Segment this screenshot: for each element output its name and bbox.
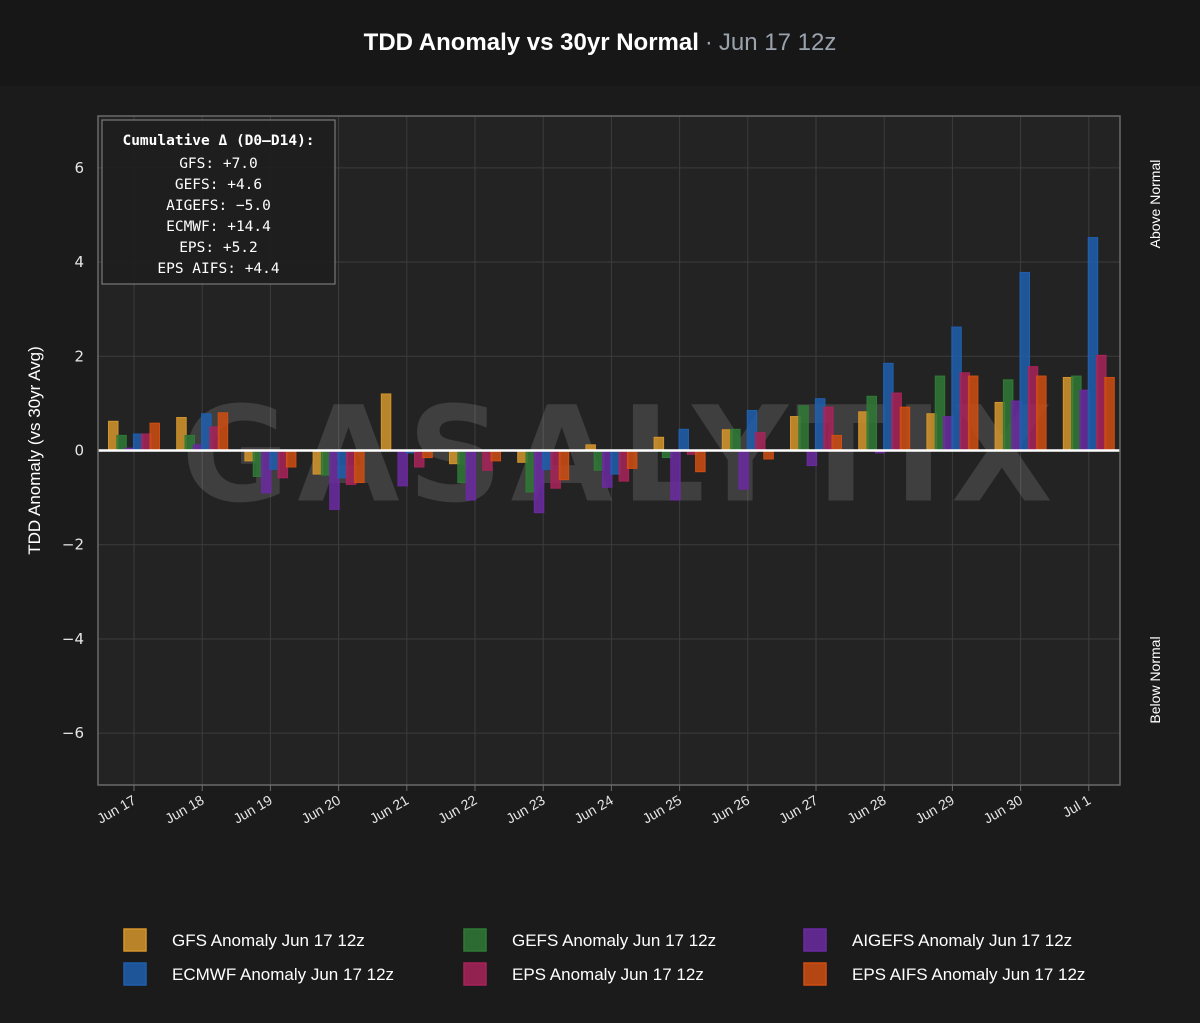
plot-frame (97, 115, 1121, 786)
title-separator: · (704, 29, 713, 56)
y-tick-label: −2 (62, 536, 84, 554)
x-tick-label: Jun 24 (571, 792, 616, 827)
x-tick-label: Jun 27 (776, 792, 821, 827)
bar (670, 450, 681, 501)
annotation-line: GEFS: +4.6 (175, 177, 262, 193)
bar (465, 450, 477, 501)
x-tick-label: Jun 19 (230, 792, 275, 827)
x-tick-label: Jul 1 (1060, 792, 1094, 821)
bar (695, 450, 706, 473)
y-tick-label: 2 (74, 347, 84, 365)
bar (967, 375, 979, 452)
annotation-line: EPS AIFS: +4.4 (157, 261, 279, 277)
bar (1104, 376, 1115, 451)
legend-label: AIGEFS Anomaly Jun 17 12z (852, 931, 1072, 950)
x-tick-label: Jun 22 (435, 792, 480, 827)
bar (380, 393, 392, 451)
y-tick-label: 0 (74, 442, 84, 460)
bar (626, 450, 638, 469)
bar (866, 395, 877, 452)
bar (285, 450, 297, 468)
x-tick-label: Jun 20 (299, 792, 344, 827)
y-axis-label: TDD Anomaly (vs 30yr Avg) (25, 346, 44, 554)
bar (149, 422, 160, 452)
legend-label: GFS Anomaly Jun 17 12z (172, 931, 365, 950)
y-tick-label: −6 (62, 724, 84, 742)
bar (730, 428, 741, 451)
bar (763, 450, 774, 460)
legend-swatch (803, 962, 827, 986)
bar (558, 450, 570, 481)
cumulative-annotation-box (101, 119, 336, 285)
legend-label: GEFS Anomaly Jun 17 12z (512, 931, 716, 950)
bar (738, 450, 749, 490)
bar (831, 434, 842, 452)
bar (653, 436, 665, 451)
annotation-line: EPS: +5.2 (179, 240, 258, 256)
legend-swatch (123, 928, 147, 952)
y-tick-label: 6 (74, 159, 84, 177)
x-tick-label: Jun 17 (94, 792, 139, 827)
bar (899, 406, 911, 452)
x-tick-label: Jun 28 (844, 792, 889, 827)
bar (806, 450, 818, 467)
above-normal-label: Above Normal (1147, 160, 1163, 249)
chart-title: TDD Anomaly vs 30yr Normal (363, 29, 699, 56)
x-tick-label: Jun 21 (367, 792, 412, 827)
chart-subtitle: Jun 17 12z (718, 29, 837, 56)
bar (354, 450, 365, 484)
bar (1036, 375, 1047, 452)
legend-label: ECMWF Anomaly Jun 17 12z (172, 965, 394, 984)
y-tick-label: −4 (62, 630, 84, 648)
bar (755, 432, 766, 451)
x-tick-label: Jun 30 (981, 792, 1026, 827)
annotation-line: ECMWF: +14.4 (166, 219, 271, 235)
bar (217, 412, 229, 451)
legend-swatch (123, 962, 147, 986)
bar (397, 450, 408, 487)
below-normal-label: Below Normal (1147, 636, 1163, 723)
x-tick-label: Jun 26 (708, 792, 753, 827)
legend-label: EPS Anomaly Jun 17 12z (512, 965, 704, 984)
x-tick-label: Jun 23 (503, 792, 548, 827)
legend-label: EPS AIFS Anomaly Jun 17 12z (852, 965, 1085, 984)
annotation-heading: Cumulative Δ (D0–D14): (122, 133, 314, 149)
legend-swatch (463, 962, 487, 986)
annotation-line: AIGEFS: −5.0 (166, 198, 271, 214)
x-tick-label: Jun 29 (912, 792, 957, 827)
bar (490, 450, 501, 462)
legend-swatch (463, 928, 487, 952)
x-tick-label: Jun 25 (640, 792, 685, 827)
chart-header: TDD Anomaly vs 30yr Normal · Jun 17 12z (0, 0, 1200, 86)
bar (798, 405, 809, 451)
x-tick-label: Jun 18 (162, 792, 207, 827)
legend-swatch (803, 928, 827, 952)
y-tick-label: 4 (74, 253, 84, 271)
annotation-line: GFS: +7.0 (179, 156, 258, 172)
bar (678, 428, 689, 451)
